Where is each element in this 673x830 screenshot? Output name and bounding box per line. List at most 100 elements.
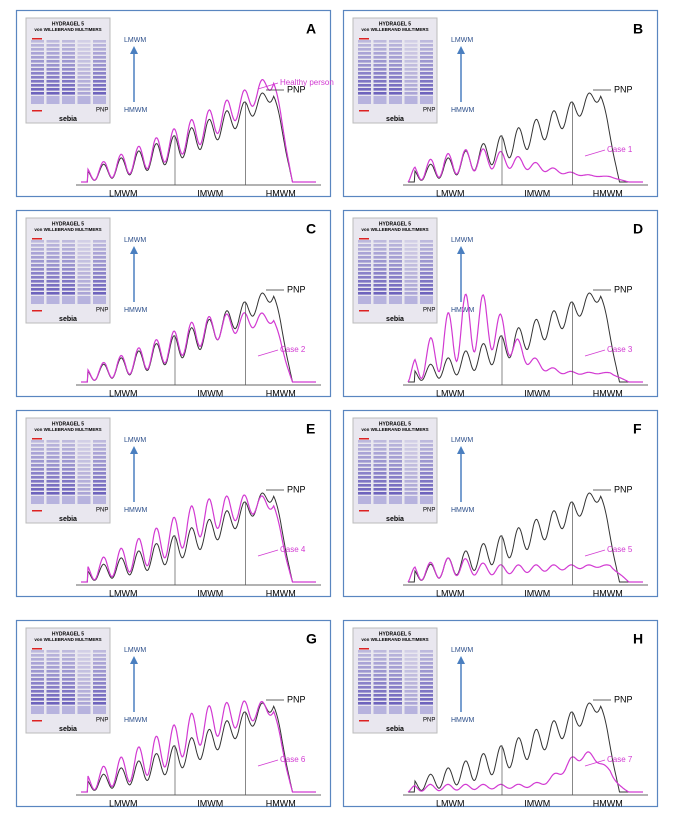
gel-band	[77, 448, 91, 451]
gel-band	[358, 698, 371, 701]
gel-band	[46, 698, 60, 701]
gel-band	[93, 694, 106, 697]
gel-band	[77, 694, 91, 697]
gel-band	[46, 84, 60, 87]
gel-bottom-label: HMWM	[124, 107, 147, 114]
gel-band	[420, 444, 433, 447]
gel-band	[373, 288, 387, 291]
gel-smear	[358, 496, 371, 504]
gel-band	[77, 444, 91, 447]
gel-band	[420, 678, 433, 681]
gel-band	[389, 40, 402, 43]
gel-brand: sebia	[386, 116, 404, 123]
gel-band	[404, 252, 418, 255]
gel-band	[373, 68, 387, 71]
gel-band	[93, 670, 106, 673]
gel-band	[389, 288, 402, 291]
gel-band	[404, 260, 418, 263]
gel-smear	[46, 706, 60, 714]
gel-band	[31, 492, 44, 495]
gel-band	[404, 256, 418, 259]
gel-band	[93, 440, 106, 443]
gel-band	[77, 440, 91, 443]
gel-band	[93, 288, 106, 291]
gel-smear	[62, 296, 75, 304]
gel-smear	[389, 496, 402, 504]
gel-band	[46, 92, 60, 95]
gel-band	[62, 256, 75, 259]
gel-band	[373, 488, 387, 491]
gel-band	[93, 686, 106, 689]
gel-band	[420, 60, 433, 63]
gel-band	[404, 464, 418, 467]
gel-smear	[373, 706, 387, 714]
gel-band	[389, 92, 402, 95]
gel-band	[77, 44, 91, 47]
gel-band	[420, 76, 433, 79]
panel-letter: H	[633, 631, 643, 647]
gel-band	[46, 658, 60, 661]
gel-band	[93, 448, 106, 451]
gel-band	[404, 292, 418, 295]
gel-band	[358, 472, 371, 475]
gel-band	[46, 64, 60, 67]
gel-band	[46, 444, 60, 447]
gel-arrowhead	[457, 446, 465, 454]
panel-letter: F	[633, 421, 642, 437]
zone-label: HMWM	[266, 588, 296, 598]
gel-band	[373, 670, 387, 673]
gel-band	[373, 72, 387, 75]
case-pointer	[584, 759, 606, 767]
gel-title: HYDRAGEL 5	[52, 421, 84, 427]
gel-band	[358, 40, 371, 43]
gel-band	[93, 464, 106, 467]
gel-band	[358, 52, 371, 55]
gel-band	[373, 678, 387, 681]
gel-arrowhead	[457, 656, 465, 664]
gel-band	[389, 476, 402, 479]
gel-band	[373, 84, 387, 87]
gel-band	[389, 88, 402, 91]
gel-band	[77, 276, 91, 279]
gel-band	[358, 678, 371, 681]
case-label: Case 4	[280, 545, 306, 554]
gel-band	[93, 690, 106, 693]
gel-title: HYDRAGEL 5	[379, 221, 411, 227]
gel-smear	[31, 706, 44, 714]
gel-band	[46, 472, 60, 475]
gel-band	[62, 690, 75, 693]
gel-band	[389, 60, 402, 63]
gel-band	[77, 678, 91, 681]
gel-band	[420, 44, 433, 47]
pnp-curve	[81, 702, 316, 793]
gel-title: HYDRAGEL 5	[52, 21, 84, 27]
gel-band	[404, 484, 418, 487]
gel-band	[404, 88, 418, 91]
gel-arrowhead	[130, 656, 138, 664]
gel-smear	[420, 96, 433, 104]
gel-band	[420, 690, 433, 693]
gel-band	[93, 240, 106, 243]
gel-band	[404, 658, 418, 661]
gel-band	[46, 674, 60, 677]
gel-marker	[359, 438, 369, 440]
gel-band	[31, 268, 44, 271]
gel-smear	[389, 296, 402, 304]
gel-marker	[32, 238, 42, 240]
gel-band	[93, 84, 106, 87]
gel-band	[77, 492, 91, 495]
gel-smear	[389, 96, 402, 104]
gel-arrowhead	[130, 246, 138, 254]
gel-band	[373, 40, 387, 43]
gel-band	[77, 240, 91, 243]
gel-band	[93, 248, 106, 251]
gel-band	[389, 52, 402, 55]
gel-band	[31, 444, 44, 447]
zone-label: IMWM	[524, 588, 550, 598]
case-label: Case 6	[280, 755, 306, 764]
gel-pnp: PNP	[96, 108, 108, 114]
gel-band	[93, 488, 106, 491]
